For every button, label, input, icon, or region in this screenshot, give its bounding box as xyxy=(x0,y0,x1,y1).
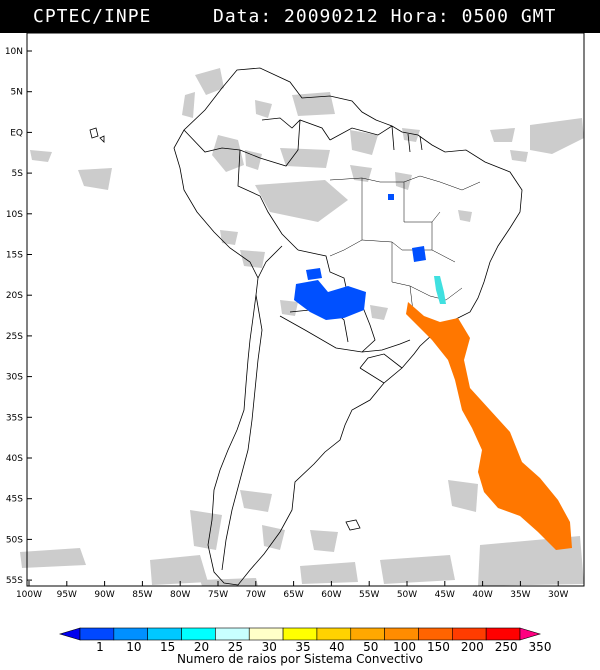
lat-tick-label: 25S xyxy=(6,332,23,342)
cloud-cover xyxy=(20,68,584,586)
lon-tick-label: 65W xyxy=(283,590,303,600)
legend-value-label: 30 xyxy=(262,640,277,654)
lat-tick-label: 5N xyxy=(11,88,23,98)
border-uruguay xyxy=(359,353,403,384)
legend-swatch xyxy=(79,627,115,641)
cluster-orange xyxy=(406,302,572,550)
legend-swatch xyxy=(316,627,352,641)
map-header: CPTEC/INPE Data: 20090212 Hora: 0500 GMT xyxy=(0,0,600,33)
lon-tick-label: 100W xyxy=(16,590,42,600)
legend-swatch xyxy=(181,627,216,641)
lat-tick-label: 45S xyxy=(6,495,23,505)
legend-caption: Numero de raios por Sistema Convectivo xyxy=(176,652,424,666)
lat-tick-label: 55S xyxy=(6,576,23,586)
lon-tick-label: 90W xyxy=(94,590,114,600)
lat-tick-label: 10S xyxy=(6,210,23,220)
org-name: CPTEC/INPE xyxy=(33,6,152,27)
legend-value-label: 350 xyxy=(529,640,552,654)
country-boundaries xyxy=(89,67,523,586)
cluster-blue-dot xyxy=(388,194,394,200)
border-venezuela-brazil xyxy=(329,125,393,141)
legend-swatch xyxy=(147,627,182,641)
lon-tick-label: 80W xyxy=(170,590,190,600)
legend-value-label: 50 xyxy=(363,640,378,654)
lon-tick-label: 45W xyxy=(435,590,455,600)
date-value: 20090212 xyxy=(284,6,379,27)
falklands xyxy=(345,519,361,531)
legend-swatch xyxy=(215,627,250,641)
date-time-stamp: Data: 20090212 Hora: 0500 GMT xyxy=(213,6,556,27)
legend-swatch xyxy=(452,627,487,641)
convective-clusters xyxy=(294,194,572,550)
legend-swatch xyxy=(485,627,521,641)
time-value: 0500 xyxy=(461,6,509,27)
lon-tick-label: 95W xyxy=(57,590,77,600)
border-peru-bolivia xyxy=(257,245,283,279)
cluster-blue-east xyxy=(412,246,426,262)
legend-swatch xyxy=(282,627,318,641)
legend-swatch xyxy=(418,627,453,641)
map-frame xyxy=(26,32,585,587)
legend-swatch-high xyxy=(519,627,542,641)
legend-value-label: 40 xyxy=(329,640,344,654)
lat-tick-label: 30S xyxy=(6,373,23,383)
timezone-label: GMT xyxy=(520,6,557,27)
border-colombia-brazil xyxy=(239,119,301,167)
lat-tick-label: 20S xyxy=(6,291,23,301)
lon-tick-label: 75W xyxy=(208,590,228,600)
legend-value-label: 100 xyxy=(393,640,416,654)
lon-tick-label: 85W xyxy=(132,590,152,600)
galapagos xyxy=(89,127,105,143)
legend-value-label: 150 xyxy=(427,640,450,654)
lon-tick-label: 50W xyxy=(397,590,417,600)
time-label: Hora: xyxy=(390,6,450,27)
lon-tick-label: 60W xyxy=(321,590,341,600)
lon-tick-label: 40W xyxy=(472,590,492,600)
lat-tick-label: 50S xyxy=(6,535,23,545)
lat-tick-label: 35S xyxy=(6,413,23,423)
border-guianas xyxy=(391,125,423,153)
legend-swatch xyxy=(248,627,284,641)
legend-value-label: 200 xyxy=(461,640,484,654)
legend-value-label: 15 xyxy=(160,640,175,654)
border-ecuador-peru xyxy=(183,129,241,153)
border-colombia-venezuela xyxy=(261,117,331,141)
color-legend: 1 10 15 20 25 30 35 40 50 100 150 200 250 350 xyxy=(58,627,552,654)
legend-value-label: 250 xyxy=(495,640,518,654)
lat-tick-label: 15S xyxy=(6,251,23,261)
legend-swatch xyxy=(350,627,385,641)
date-label: Data: xyxy=(213,6,273,27)
lat-tick-label: 10N xyxy=(5,47,23,57)
legend-swatch-low xyxy=(58,627,81,641)
border-peru-brazil xyxy=(237,149,299,251)
south-america-coastline xyxy=(173,67,523,586)
lat-tick-label: 40S xyxy=(6,454,23,464)
cluster-cyan xyxy=(434,276,446,304)
longitude-axis: 100W 95W 90W 85W 80W 75W 70W 65W 60W 55W 50W 45W 40W… xyxy=(16,581,568,600)
lon-tick-label: 30W xyxy=(548,590,568,600)
border-chile-argentina xyxy=(221,294,263,571)
border-argentina-brazil xyxy=(361,339,411,353)
lat-tick-label: EQ xyxy=(10,128,23,138)
lon-tick-label: 70W xyxy=(246,590,266,600)
latitude-axis: 10N 5N EQ 5S 10S 15S 20S 25S 30S 35S 40S 45S 50S 55S xyxy=(5,47,32,586)
lat-tick-label: 5S xyxy=(12,169,24,179)
legend-value-label: 1 xyxy=(96,640,104,654)
lon-tick-label: 35W xyxy=(510,590,530,600)
cluster-blue-small xyxy=(306,268,322,280)
border-argentina-paraguay xyxy=(279,315,363,353)
legend-value-label: 35 xyxy=(295,640,310,654)
legend-value-label: 20 xyxy=(194,640,209,654)
lon-tick-label: 55W xyxy=(359,590,379,600)
legend-swatch xyxy=(384,627,419,641)
cluster-blue-west xyxy=(294,280,366,320)
legend-swatch xyxy=(113,627,148,641)
legend-value-label: 25 xyxy=(228,640,243,654)
legend-value-label: 10 xyxy=(126,640,141,654)
